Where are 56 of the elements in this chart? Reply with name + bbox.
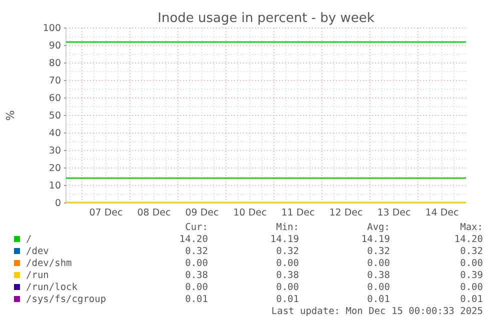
legend-label: /dev/shm — [26, 258, 72, 269]
text: 14.19 — [361, 234, 390, 245]
text: 0.32 — [276, 246, 299, 257]
y-tick-label: 70 — [48, 76, 61, 87]
text: 0.39 — [460, 270, 484, 281]
text: 0.38 — [367, 270, 390, 281]
y-tick-label: 0 — [54, 198, 61, 210]
text: 0.32 — [367, 246, 390, 257]
text: 0.01 — [185, 294, 208, 305]
x-tick-label: 07 Dec — [89, 208, 123, 219]
text: 0.01 — [276, 294, 300, 305]
text: Max: — [460, 222, 483, 233]
x-tick-label: 12 Dec — [329, 208, 363, 219]
y-tick-label: 50 — [48, 110, 61, 122]
legend-label: / — [26, 234, 32, 245]
text: Last update: Mon Dec 15 00:00:33 2025 — [271, 306, 483, 317]
legend-label: /sys/fs/cgroup — [26, 294, 106, 305]
text: 0.32 — [460, 246, 483, 257]
text: 0.00 — [185, 282, 208, 293]
text: Avg: — [367, 222, 390, 233]
x-tick-label: 11 Dec — [281, 208, 315, 219]
y-tick-label: 100 — [42, 23, 61, 34]
text: 14.19 — [270, 234, 300, 245]
x-tick-label: 14 Dec — [425, 208, 459, 219]
x-tick-label: 08 Dec — [137, 208, 171, 219]
text: 0.38 — [276, 270, 300, 281]
text: 14.20 — [179, 234, 208, 245]
text: 0.00 — [367, 282, 390, 293]
text: 0.00 — [276, 258, 300, 269]
y-tick-label: 80 — [48, 58, 61, 70]
y-tick-label: 60 — [48, 93, 61, 104]
text: 0.00 — [460, 258, 484, 269]
x-tick-label: 09 Dec — [185, 208, 219, 219]
text: 0.00 — [276, 282, 300, 293]
legend-label: /dev — [26, 246, 50, 257]
y-tick-label: 20 — [48, 163, 61, 174]
text: 0.01 — [460, 294, 484, 305]
chart-title: Inode usage in percent - by week — [158, 11, 375, 26]
x-tick-label: 10 Dec — [233, 208, 267, 219]
text: 0.00 — [367, 258, 390, 269]
y-axis-title: % — [4, 110, 17, 121]
text: Cur: — [185, 222, 208, 233]
text: 0.00 — [185, 258, 208, 269]
y-tick-label: 10 — [48, 180, 61, 192]
text: 0.38 — [185, 270, 208, 281]
legend-label: /run/lock — [26, 282, 78, 293]
text: Min: — [276, 222, 299, 233]
text: 0.32 — [185, 246, 208, 257]
y-tick-label: 30 — [48, 146, 61, 157]
text: 0.01 — [367, 294, 390, 305]
legend-label: /run — [26, 270, 49, 281]
text: 0.00 — [460, 282, 484, 293]
text: 14.20 — [454, 234, 484, 245]
x-tick-label: 13 Dec — [377, 208, 411, 219]
y-tick-label: 90 — [48, 40, 61, 52]
y-tick-label: 40 — [48, 128, 61, 140]
